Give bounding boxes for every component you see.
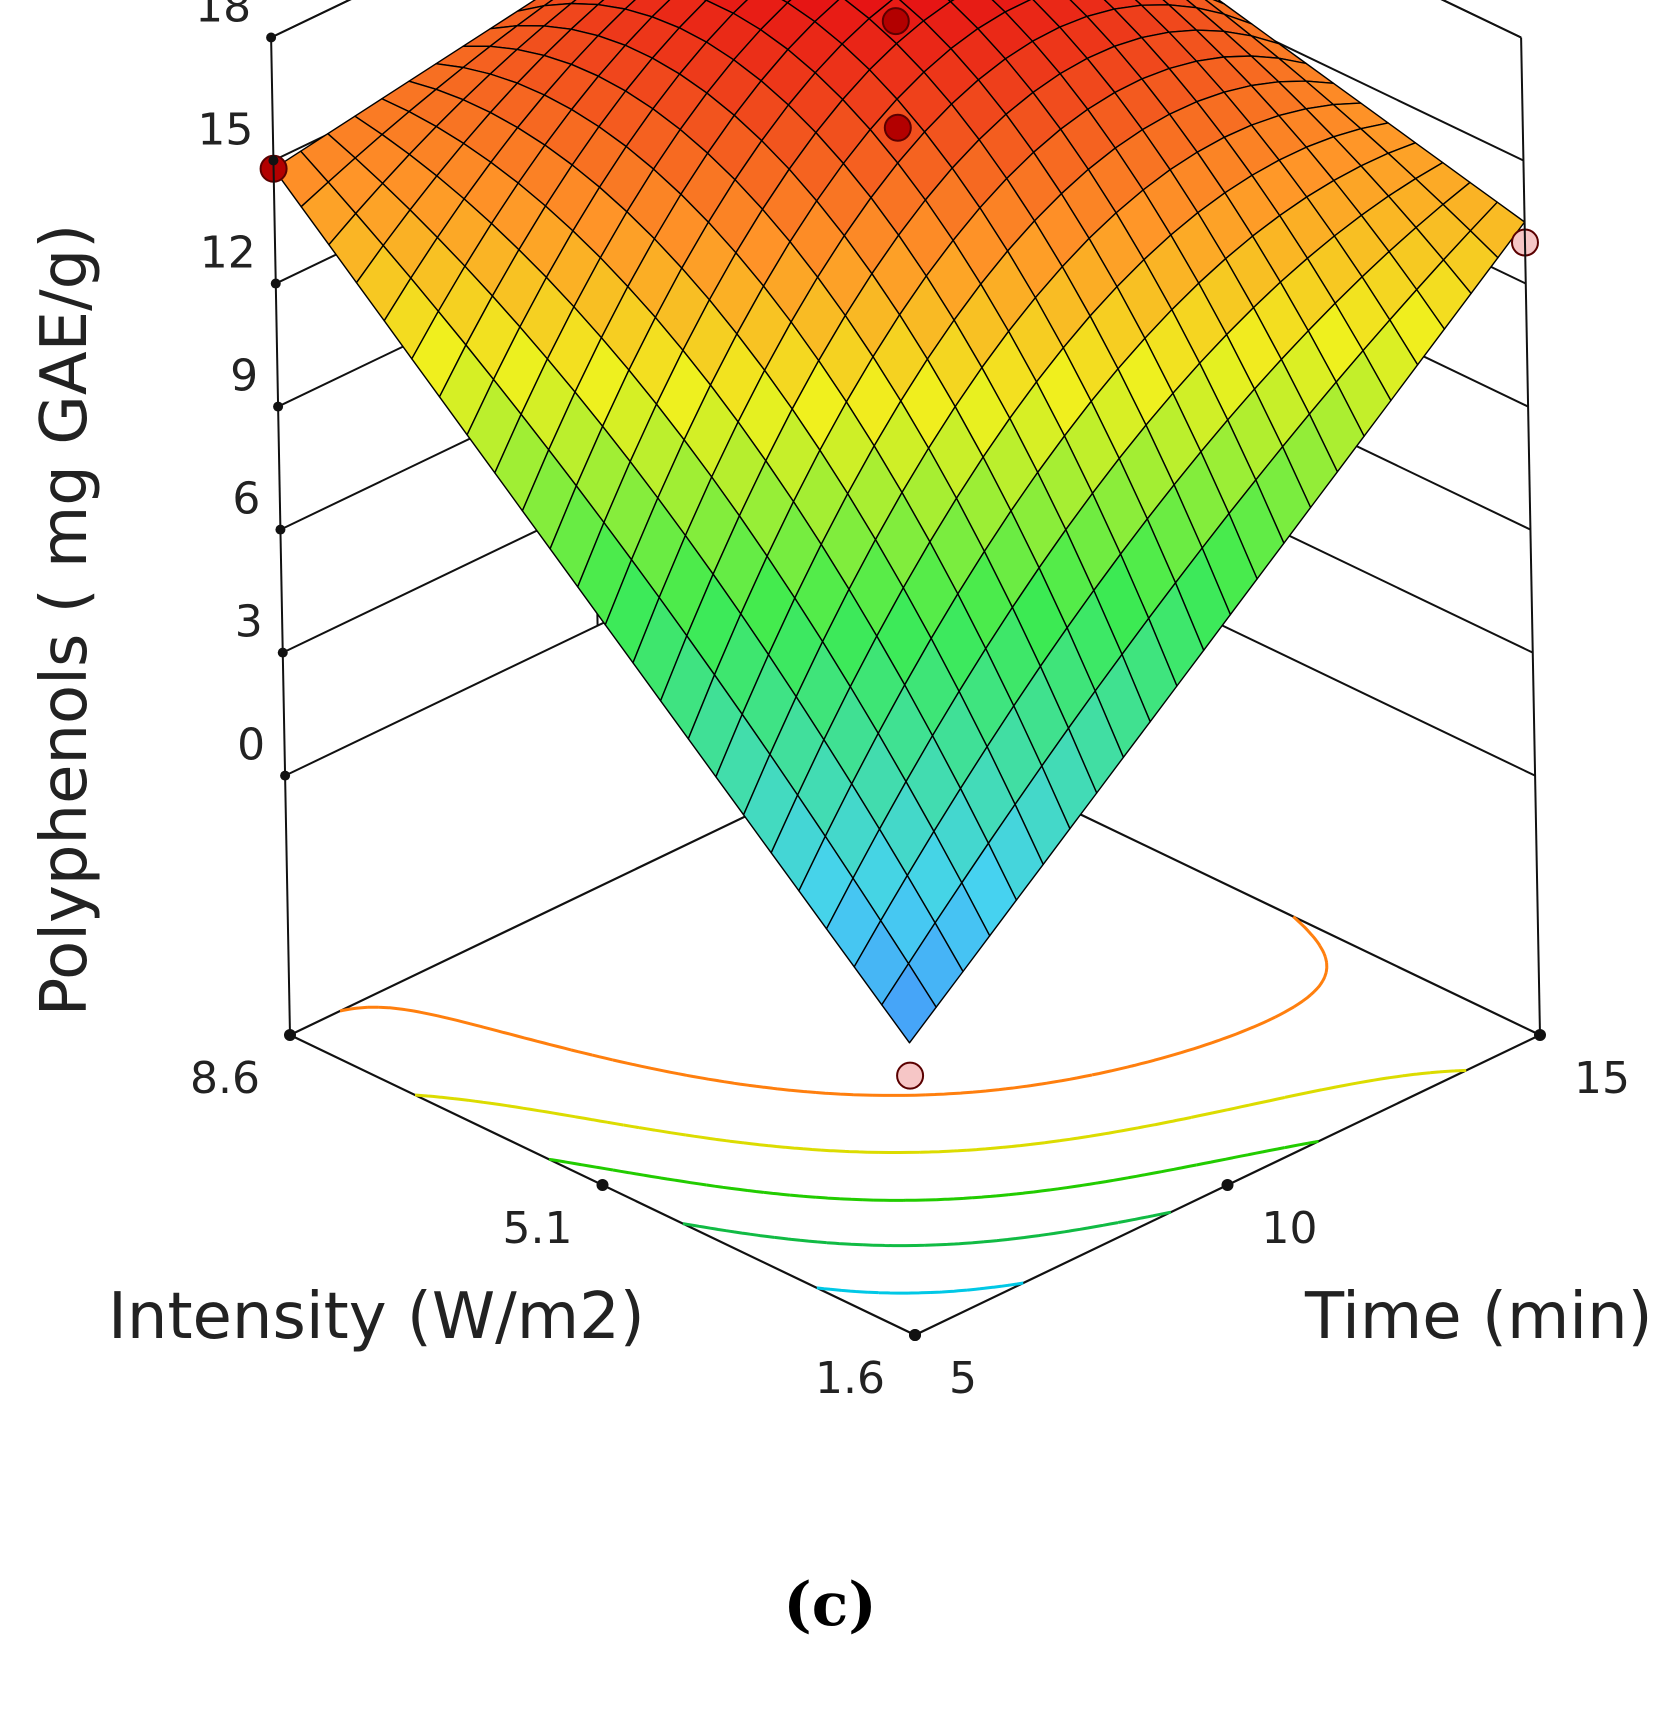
contour-line-12 bbox=[414, 1068, 1467, 1154]
x-tick-label: 1.6 bbox=[815, 1353, 885, 1404]
right-vertical-edge bbox=[1520, 37, 1541, 1036]
z-axis-ticks: 0 3 6 9 12 15 18 bbox=[195, 0, 291, 781]
x-tick-mark bbox=[284, 1029, 296, 1041]
panel-label: (c) bbox=[783, 1570, 876, 1640]
x-tick-label: 8.6 bbox=[190, 1053, 260, 1104]
z-tick-mark bbox=[280, 770, 291, 781]
z-axis-line bbox=[270, 37, 291, 1036]
x-axis-ticks: 1.6 5.1 8.6 bbox=[190, 1029, 921, 1404]
contour-line-15 bbox=[339, 915, 1329, 1097]
z-tick-label: 18 bbox=[195, 0, 251, 33]
design-point-marker bbox=[896, 1061, 925, 1090]
surface-cell bbox=[881, 962, 937, 1044]
response-surface bbox=[272, 0, 1526, 1044]
front-frame bbox=[270, 37, 1541, 1036]
x-axis-title: Intensity (W/m2) bbox=[108, 1280, 645, 1354]
contour-line-6 bbox=[682, 1210, 1172, 1248]
z-tick-label: 9 bbox=[230, 351, 258, 402]
y-axis-title: Time (min) bbox=[1304, 1280, 1653, 1354]
z-tick-label: 15 bbox=[197, 105, 253, 156]
design-point-marker bbox=[883, 113, 912, 142]
y-tick-label: 15 bbox=[1574, 1053, 1630, 1104]
y-axis-ticks: 5 10 15 bbox=[909, 1029, 1630, 1404]
z-tick-label: 0 bbox=[237, 720, 265, 771]
z-tick-label: 6 bbox=[232, 474, 260, 525]
z-tick-mark bbox=[277, 647, 288, 658]
design-points bbox=[259, 7, 1539, 1090]
z-tick-mark bbox=[273, 401, 284, 412]
y-tick-label: 5 bbox=[949, 1353, 977, 1404]
z-tick-mark bbox=[266, 32, 277, 43]
z-tick-label: 3 bbox=[235, 597, 263, 648]
y-tick-mark bbox=[1221, 1179, 1234, 1191]
y-tick-label: 10 bbox=[1262, 1203, 1318, 1254]
z-tick-mark bbox=[275, 524, 286, 535]
z-tick-mark bbox=[270, 278, 281, 289]
design-point-marker bbox=[881, 7, 910, 36]
z-tick-label: 12 bbox=[200, 228, 256, 279]
y-tick-mark bbox=[909, 1329, 921, 1341]
x-tick-label: 5.1 bbox=[503, 1203, 573, 1254]
z-tick-mark bbox=[268, 155, 279, 166]
contour-line-9 bbox=[548, 1139, 1319, 1202]
y-tick-mark bbox=[1534, 1029, 1546, 1041]
contour-line-3 bbox=[816, 1281, 1024, 1295]
x-tick-mark bbox=[596, 1179, 609, 1191]
z-axis-title: Polyphenols ( mg GAE/g) bbox=[28, 224, 102, 1016]
